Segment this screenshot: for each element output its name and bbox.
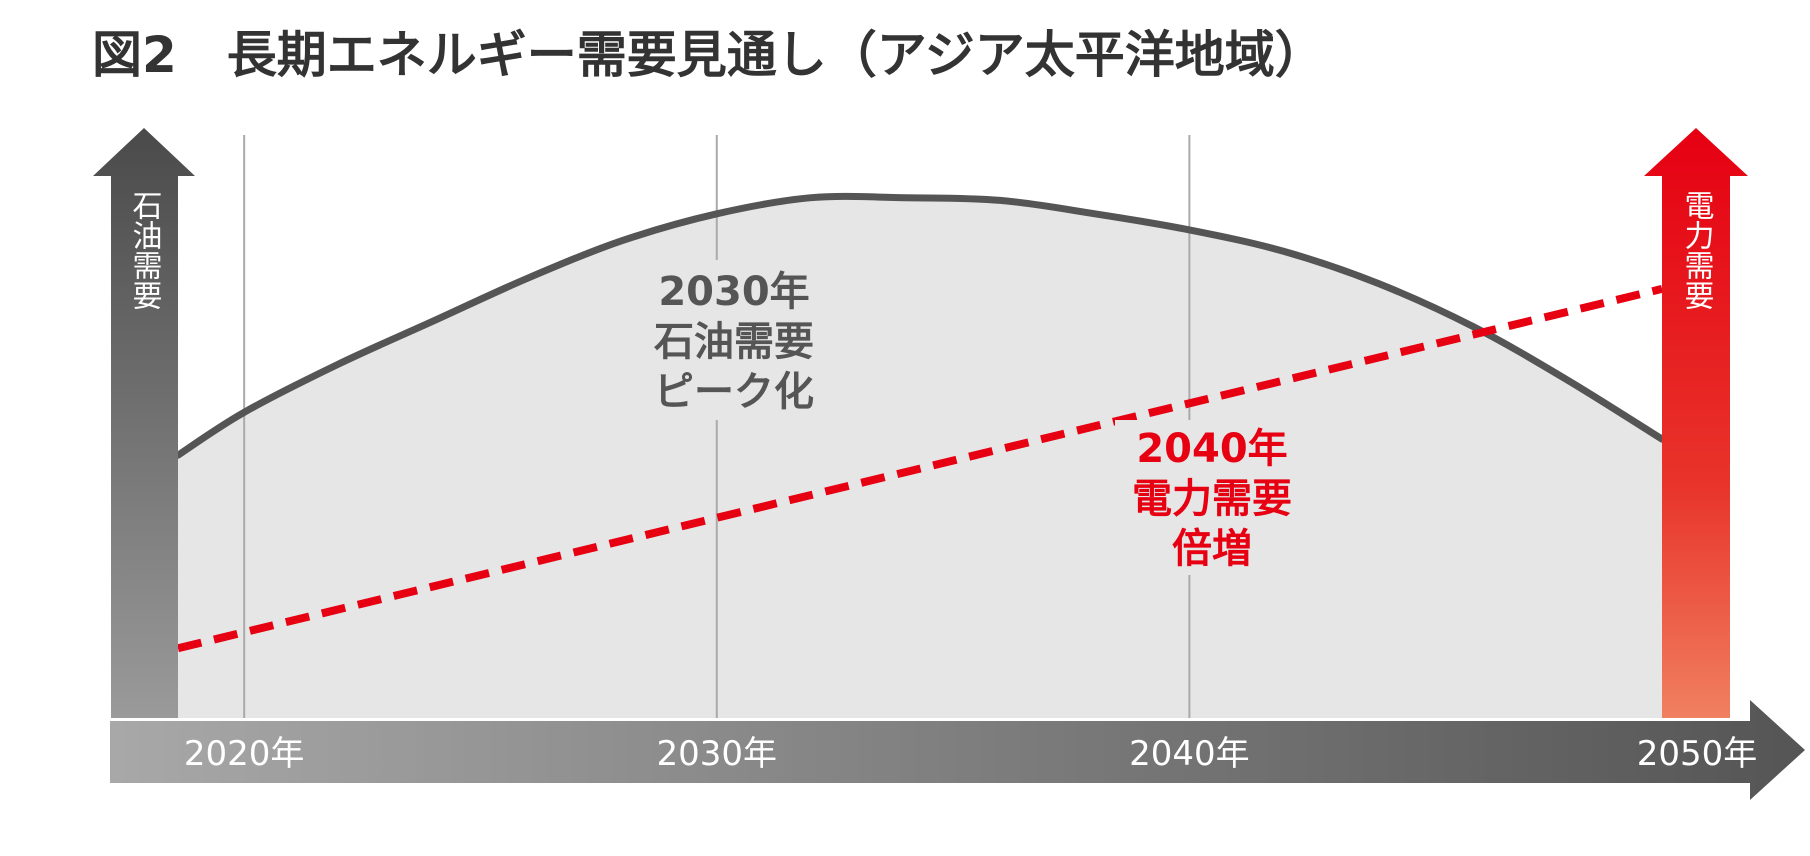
annotation-oil-line-2: 石油需要: [654, 319, 814, 365]
right-axis-label: 電力需要: [1679, 190, 1714, 310]
x-tick-label-2030: 2030年: [657, 734, 778, 774]
left-axis-arrow: 石油需要: [93, 128, 195, 718]
annotation-elec-line-2: 電力需要: [1132, 476, 1292, 522]
x-tick-label-2040: 2040年: [1129, 734, 1250, 774]
x-tick-label-2020: 2020年: [184, 734, 305, 774]
annotation-elec-line-1: 2040年: [1136, 426, 1287, 472]
annotation-elec-line-3: 倍増: [1172, 526, 1252, 572]
x-tick-labels: 2020年 2030年 2040年 2050年: [184, 734, 1757, 774]
x-axis-arrow: [110, 700, 1805, 800]
annotation-oil-peak: 2030年 石油需要 ピーク化: [640, 260, 830, 420]
annotation-oil-line-3: ピーク化: [654, 369, 814, 415]
annotation-electricity-double: 2040年 電力需要 倍増: [1115, 420, 1305, 575]
left-axis-label: 石油需要: [127, 190, 163, 310]
chart-title: 図2 長期エネルギー需要見通し（アジア太平洋地域）: [92, 26, 1325, 84]
annotation-oil-line-1: 2030年: [658, 269, 809, 315]
electricity-demand-line: [177, 285, 1663, 653]
right-axis-arrow: 電力需要: [1644, 128, 1748, 718]
oil-demand-line: [174, 192, 1666, 459]
x-tick-label-2050: 2050年: [1637, 734, 1758, 774]
oil-demand-area: [178, 196, 1662, 718]
